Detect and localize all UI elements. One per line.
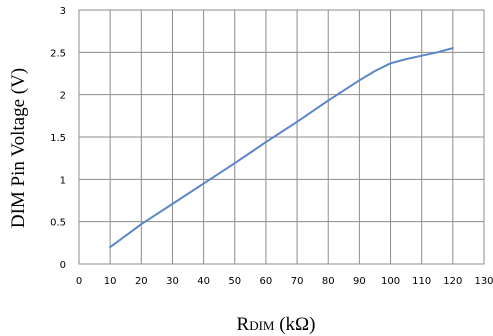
x-tick-label: 120 <box>443 276 462 287</box>
y-axis-title: DIM Pin Voltage (V) <box>8 68 29 228</box>
x-tick-label: 90 <box>353 276 366 287</box>
x-tick-label: 40 <box>197 276 210 287</box>
y-tick-label: 2 <box>60 91 66 102</box>
series-line <box>109 47 454 249</box>
y-tick-label: 0.5 <box>50 218 66 229</box>
x-tick-label: 80 <box>322 276 335 287</box>
x-tick-labels: 0 10 20 30 40 50 60 70 80 90 100 110 120 130 <box>76 276 493 287</box>
y-tick-label: 1 <box>60 175 66 186</box>
y-tick-label: 1.5 <box>50 133 66 144</box>
x-axis-title-main: R <box>237 314 250 335</box>
y-tick-labels: 0 0.5 1 1.5 2 2.5 3 <box>50 6 66 271</box>
x-tick-label: 60 <box>260 276 273 287</box>
x-axis-title: RDIM (kΩ) <box>237 314 316 335</box>
x-tick-label: 100 <box>381 276 400 287</box>
x-tick-label: 30 <box>166 276 179 287</box>
x-tick-label: 130 <box>474 276 493 287</box>
plot-area-border <box>78 9 485 265</box>
x-axis-title-unit: (kΩ) <box>274 314 315 335</box>
y-tick-label: 2.5 <box>50 48 66 59</box>
y-tick-label: 0 <box>60 260 66 271</box>
x-tick-label: 10 <box>104 276 117 287</box>
x-axis-title-subscript: DIM <box>249 318 275 333</box>
x-tick-label: 0 <box>76 276 82 287</box>
x-tick-label: 20 <box>135 276 148 287</box>
x-tick-label: 70 <box>291 276 304 287</box>
y-tick-label: 3 <box>60 6 66 17</box>
x-tick-label: 110 <box>412 276 431 287</box>
x-tick-label: 50 <box>228 276 241 287</box>
